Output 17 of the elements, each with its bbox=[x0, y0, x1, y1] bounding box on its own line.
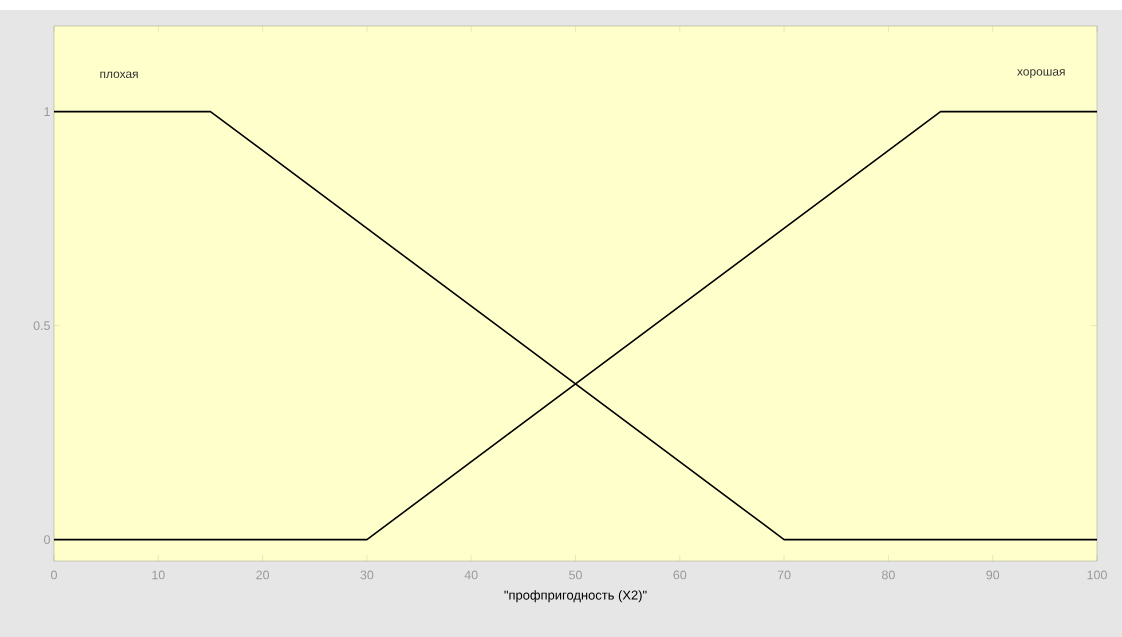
y-tick-label: 0.5 bbox=[33, 321, 50, 331]
text: хорошая bbox=[1017, 69, 1065, 79]
x-tick-label: 10 bbox=[152, 570, 165, 580]
x-axis-title: "профпригодность (X2)" bbox=[504, 590, 647, 603]
y-tick-label: 0 bbox=[44, 535, 50, 545]
x-tick-label: 0 bbox=[51, 570, 57, 580]
text: плохая bbox=[100, 71, 138, 79]
x-tick-label: 30 bbox=[360, 570, 374, 580]
x-tick-label: 90 bbox=[986, 570, 1000, 580]
x-tick-label: 50 bbox=[569, 570, 582, 580]
x-tick-label: 70 bbox=[777, 570, 791, 580]
y-tick-label: 1 bbox=[44, 107, 50, 116]
x-tick-label: 40 bbox=[464, 570, 478, 580]
x-tick-label: 60 bbox=[673, 570, 687, 580]
x-tick-label: 80 bbox=[882, 570, 895, 580]
x-tick-label: 20 bbox=[256, 570, 270, 580]
x-tick-label: 100 bbox=[1087, 570, 1107, 580]
